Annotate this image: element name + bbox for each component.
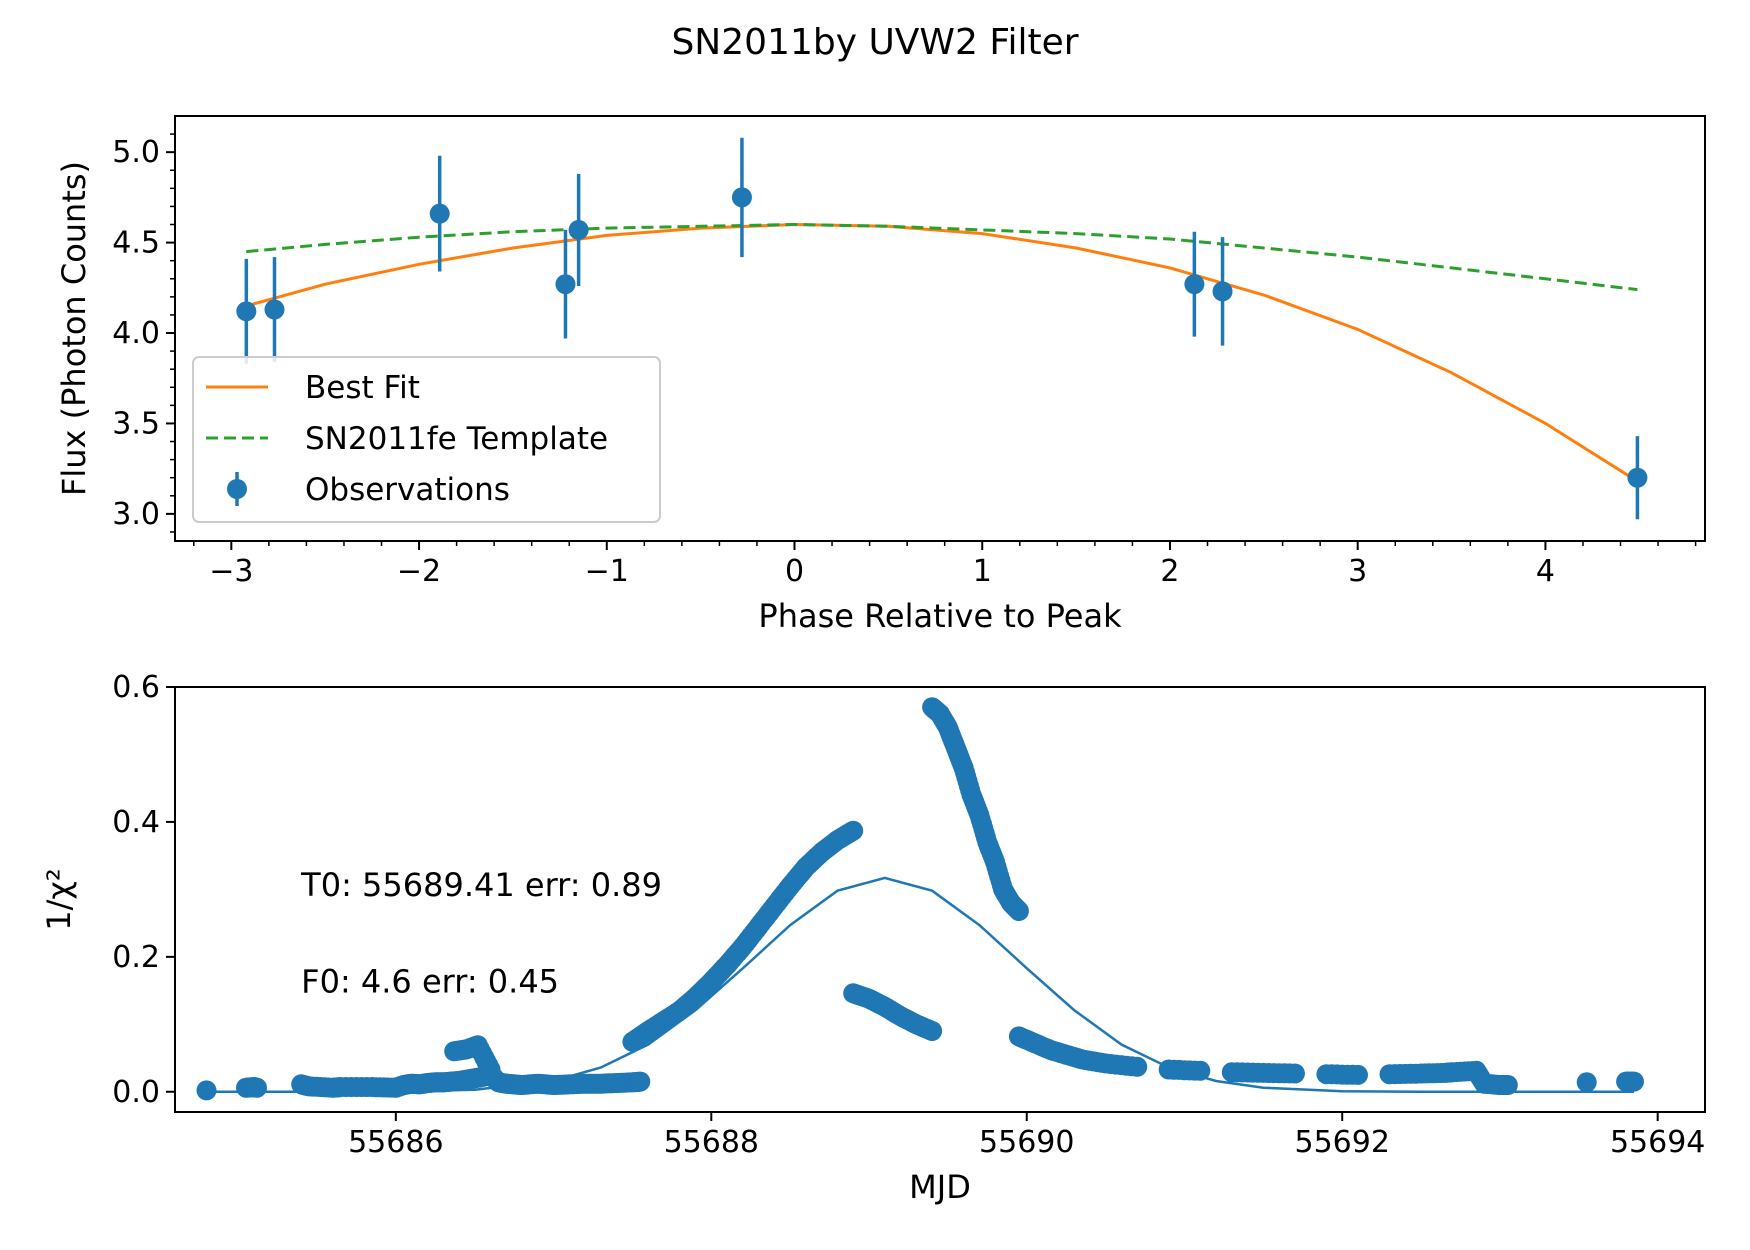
legend-box bbox=[192, 356, 661, 523]
legend-swatch-observations bbox=[227, 479, 247, 499]
scan-point bbox=[922, 1021, 943, 1041]
scan-point bbox=[1348, 1064, 1368, 1085]
scan-point bbox=[1008, 901, 1029, 921]
scan-point bbox=[247, 1077, 267, 1098]
top-plot-area bbox=[236, 137, 1648, 520]
top-x-tick-label: −2 bbox=[397, 554, 441, 589]
top-x-axis-label: Phase Relative to Peak bbox=[758, 597, 1122, 635]
scan-point bbox=[843, 820, 864, 841]
scan-point bbox=[1190, 1060, 1211, 1081]
bottom-y-axis-label: 1/χ² bbox=[40, 868, 78, 930]
top-x-tick-label: 3 bbox=[1348, 554, 1367, 589]
top-series-line-sn2011fe-template bbox=[246, 222, 1638, 292]
top-x-tick-label: 0 bbox=[785, 554, 804, 589]
top-y-tick-label: 3.0 bbox=[112, 497, 160, 532]
annotation-t0: T0: 55689.41 err: 0.89 bbox=[300, 866, 662, 904]
top-axis-ticks: −3 −2 −1 0 1 2 3 4 3.0 3.5 4.0 4.5 5.0 bbox=[112, 133, 1697, 589]
bottom-axes-frame bbox=[174, 686, 1706, 1113]
top-x-tick-label: −3 bbox=[209, 554, 253, 589]
observation-point bbox=[1184, 274, 1205, 295]
observation-point bbox=[429, 203, 450, 224]
bottom-y-tick-label: 0.0 bbox=[112, 1075, 160, 1110]
scan-point bbox=[630, 1071, 651, 1092]
top-y-tick-label: 5.0 bbox=[112, 135, 160, 170]
observation-point bbox=[264, 299, 285, 320]
top-x-tick-label: 2 bbox=[1160, 554, 1179, 589]
top-y-tick-label: 3.5 bbox=[112, 406, 160, 441]
top-y-axis-label: Flux (Photon Counts) bbox=[55, 161, 93, 496]
observation-point bbox=[731, 187, 752, 208]
bottom-y-tick-label: 0.4 bbox=[112, 805, 160, 840]
annotation-f0: F0: 4.6 err: 0.45 bbox=[301, 963, 559, 1001]
top-y-tick-label: 4.0 bbox=[112, 316, 160, 351]
bottom-x-tick-label: 55690 bbox=[979, 1125, 1074, 1160]
scan-point bbox=[1127, 1056, 1148, 1077]
top-x-tick-label: 4 bbox=[1536, 554, 1555, 589]
bottom-annotations: T0: 55689.41 err: 0.89 F0: 4.6 err: 0.45 bbox=[300, 866, 662, 1000]
bottom-plot-area bbox=[196, 697, 1644, 1101]
scan-point bbox=[1284, 1063, 1305, 1084]
top-x-tick-label: −1 bbox=[585, 554, 629, 589]
top-series-line-best-fit bbox=[245, 222, 1639, 483]
scan-point bbox=[1497, 1075, 1518, 1095]
bottom-y-tick-label: 0.6 bbox=[112, 670, 160, 705]
top-legend: Best Fit SN2011fe Template Observations bbox=[192, 356, 661, 523]
observation-point bbox=[1627, 467, 1648, 488]
legend-label-observations: Observations bbox=[305, 472, 510, 508]
top-x-tick-label: 1 bbox=[973, 554, 992, 589]
bottom-panel: 55686 55688 55690 55692 55694 0.0 0.2 0.4 0.6 MJ… bbox=[40, 670, 1706, 1206]
scan-point bbox=[480, 1059, 501, 1080]
legend-label-sn2011fe-template: SN2011fe Template bbox=[305, 421, 608, 457]
bottom-x-tick-label: 55694 bbox=[1610, 1125, 1705, 1160]
scan-point bbox=[1624, 1071, 1644, 1092]
observation-point bbox=[568, 219, 589, 240]
bottom-axis-ticks: 55686 55688 55690 55692 55694 0.0 0.2 0.4 0.6 bbox=[112, 670, 1705, 1160]
observation-point bbox=[1212, 281, 1233, 302]
observation-point bbox=[236, 301, 257, 322]
bottom-x-tick-label: 55686 bbox=[348, 1125, 443, 1160]
bottom-y-tick-label: 0.2 bbox=[112, 940, 160, 975]
legend-label-best-fit: Best Fit bbox=[305, 370, 420, 406]
bottom-x-tick-label: 55692 bbox=[1294, 1125, 1389, 1160]
figure-title: SN2011by UVW2 Filter bbox=[671, 22, 1078, 63]
scan-point bbox=[196, 1080, 217, 1101]
scan-point bbox=[1576, 1072, 1597, 1093]
bottom-x-axis-label: MJD bbox=[909, 1168, 971, 1206]
top-y-tick-label: 4.5 bbox=[112, 226, 160, 261]
top-axes-frame bbox=[174, 115, 1706, 542]
bottom-x-tick-label: 55688 bbox=[664, 1125, 759, 1160]
observation-point bbox=[555, 274, 576, 295]
top-panel: −3 −2 −1 0 1 2 3 4 3.0 3.5 4.0 4.5 5.0 Phase Relativ… bbox=[55, 115, 1706, 635]
